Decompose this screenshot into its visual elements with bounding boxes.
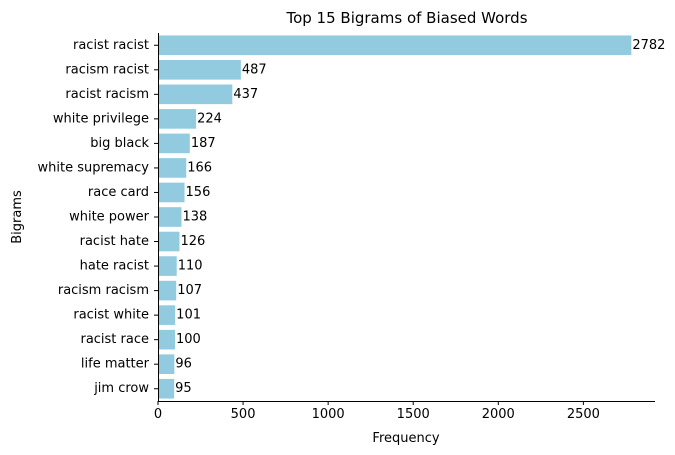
bar (158, 354, 175, 375)
x-tick-label: 1500 (397, 407, 430, 422)
x-tick-label: 2500 (567, 407, 600, 422)
bar-value-label: 107 (177, 283, 202, 298)
y-tick-label: racism racist (65, 62, 149, 77)
x-axis-label: Frequency (372, 431, 439, 446)
bar (158, 256, 177, 276)
y-tick-label: white privilege (53, 111, 149, 126)
bar-value-label: 166 (187, 160, 212, 175)
bar (158, 231, 180, 252)
bar-value-label: 156 (186, 185, 211, 200)
y-axis-label: Bigrams (10, 190, 25, 244)
bar (158, 207, 182, 227)
bar (158, 158, 187, 178)
bar-value-label: 437 (233, 87, 258, 102)
value-labels: 2782 487 437 224 187 166 156 138 126 110 107 101 100… (175, 38, 665, 396)
x-tick-label: 2000 (482, 407, 515, 422)
x-ticks: 0 500 1000 1500 2000 2500 (154, 401, 600, 422)
y-tick-label: racism racism (58, 283, 149, 298)
bar-value-label: 224 (197, 111, 222, 126)
y-tick-label: racist white (73, 308, 149, 323)
bar-value-label: 100 (176, 332, 201, 347)
bar (158, 378, 175, 399)
y-tick-label: white power (69, 210, 150, 225)
x-tick-label: 1000 (312, 407, 345, 422)
bar-value-label: 138 (182, 210, 207, 225)
y-tick-labels: racist racist racism racist racist racism w… (37, 38, 158, 396)
y-tick-label: life matter (81, 357, 150, 372)
bar (158, 182, 185, 203)
bar (158, 305, 176, 325)
x-tick-label: 0 (154, 407, 162, 422)
bar-value-label: 126 (180, 234, 205, 249)
bar-value-label: 487 (242, 62, 267, 77)
y-tick-label: hate racist (80, 259, 149, 274)
bar (158, 329, 176, 350)
bar (158, 109, 197, 129)
x-tick-label: 500 (231, 407, 256, 422)
chart-title: Top 15 Bigrams of Biased Words (285, 9, 527, 27)
bar (158, 59, 241, 80)
y-tick-label: race card (88, 185, 149, 200)
bar-value-label: 110 (178, 259, 203, 274)
y-tick-label: racist hate (80, 234, 149, 249)
y-tick-label: big black (90, 136, 149, 151)
y-tick-label: racist racist (73, 38, 149, 53)
bar-value-label: 101 (176, 308, 201, 323)
bars-group (158, 35, 632, 399)
bar-value-label: 95 (175, 381, 192, 396)
y-tick-label: white supremacy (37, 160, 149, 175)
y-tick-label: racist race (80, 332, 149, 347)
y-tick-label: jim crow (93, 381, 149, 396)
bar-value-label: 187 (191, 136, 216, 151)
bar (158, 133, 190, 154)
bar (158, 280, 177, 301)
bar (158, 35, 632, 56)
y-tick-label: racist racism (65, 87, 149, 102)
bar-value-label: 96 (175, 357, 192, 372)
bar (158, 84, 233, 105)
bar-value-label: 2782 (632, 38, 665, 53)
